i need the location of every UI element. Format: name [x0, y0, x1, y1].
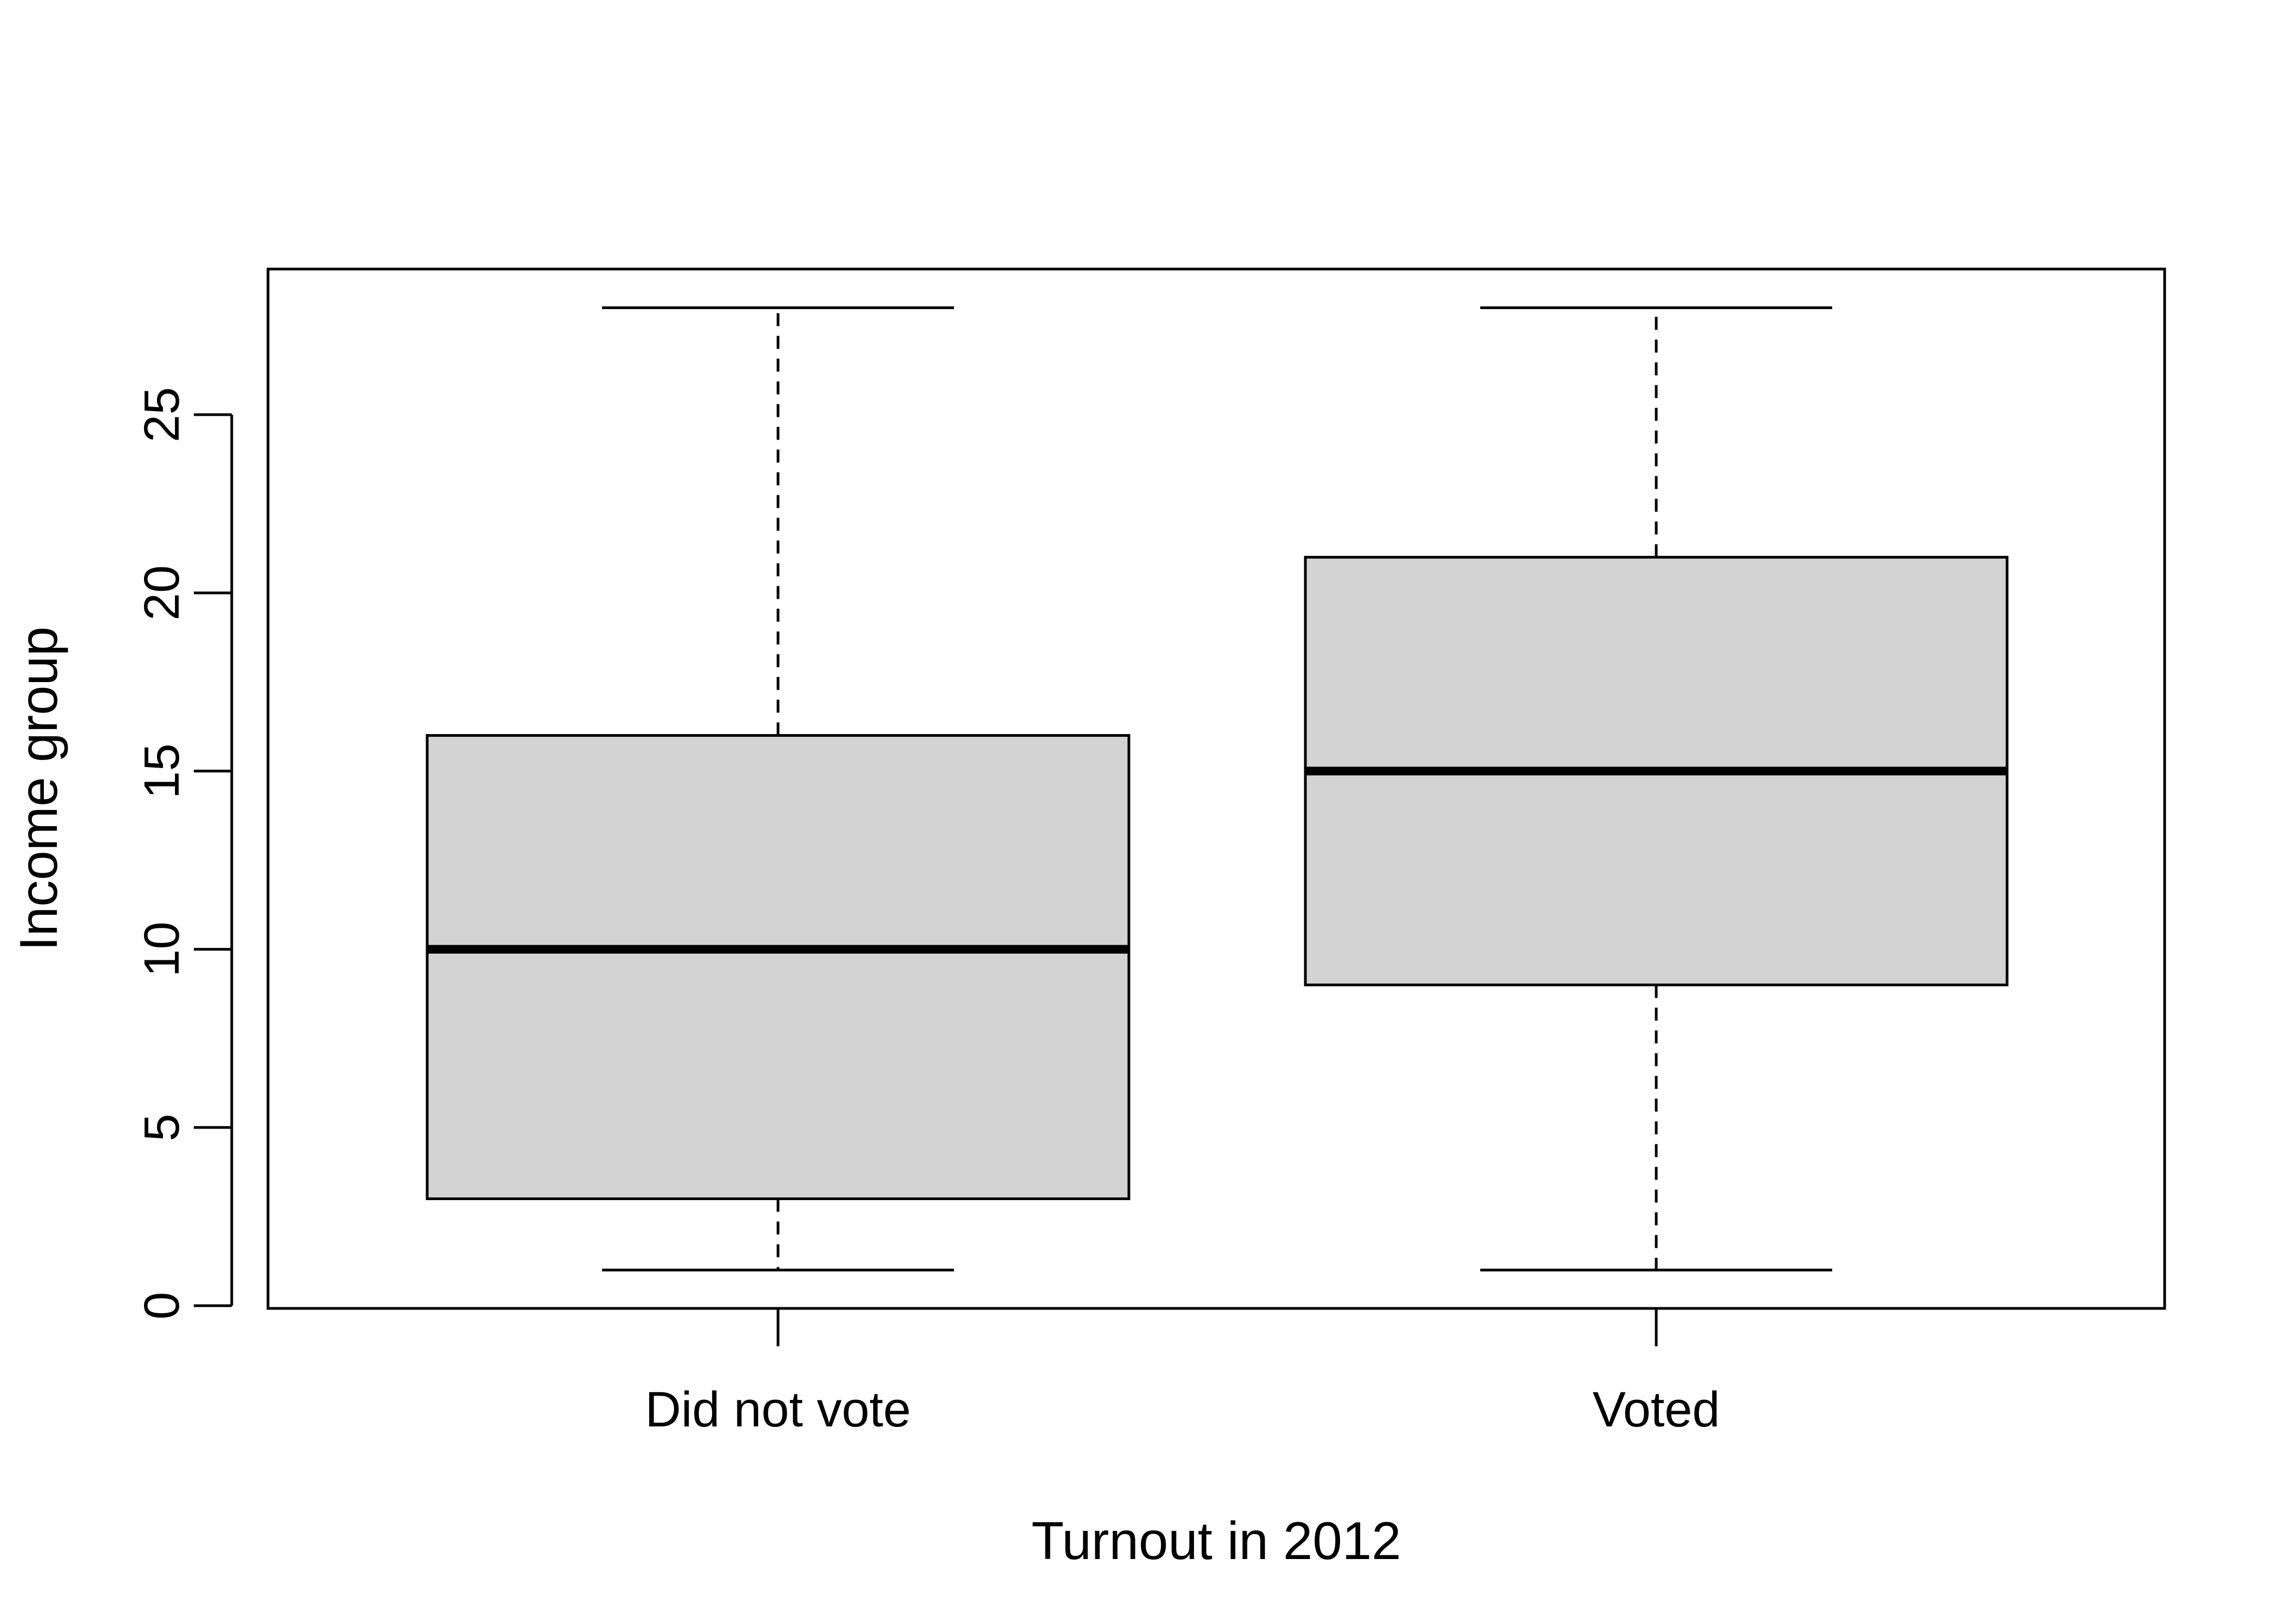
y-tick-label-25: 25: [134, 387, 190, 442]
y-tick-label-5: 5: [134, 1114, 190, 1141]
x-tick-label-0: Did not vote: [645, 1382, 911, 1437]
boxes-group: [426, 306, 2009, 1272]
x-tick-label-1: Voted: [1592, 1382, 1720, 1437]
y-tick-label-0: 0: [134, 1292, 190, 1319]
y-tick-label-10: 10: [134, 921, 190, 977]
y-axis-title: Income group: [9, 626, 68, 951]
plot-frame: [266, 267, 2166, 1310]
x-axis-title: Turnout in 2012: [1031, 1511, 1401, 1570]
x-axis: Did not vote Voted: [645, 1308, 1720, 1437]
box-1: [1304, 306, 2009, 1272]
y-axis: 0 5 10 15 20 25: [134, 387, 233, 1320]
iqr-box-0: [426, 734, 1131, 1200]
y-tick-label-15: 15: [134, 743, 190, 798]
y-tick-label-20: 20: [134, 565, 190, 620]
box-0: [426, 306, 1131, 1272]
